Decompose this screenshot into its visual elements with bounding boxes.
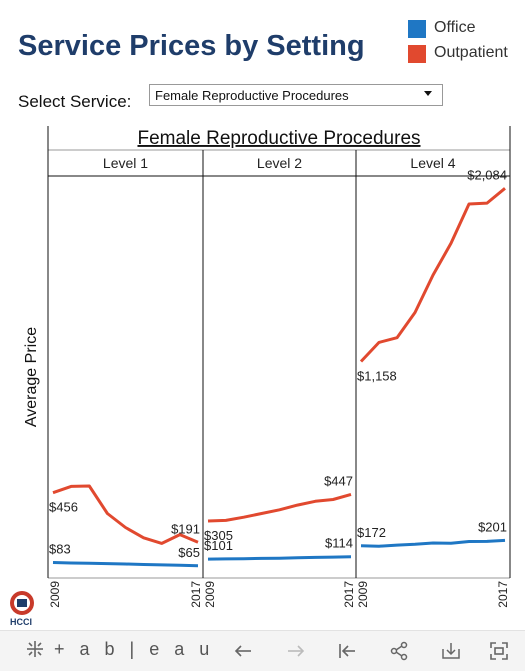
x-tick-label: 2017 <box>342 581 356 608</box>
series-line-office-1[interactable] <box>52 561 199 568</box>
data-label-end: $114 <box>325 536 353 551</box>
series-line-outpatient-3[interactable] <box>359 187 506 363</box>
x-tick-label: 2009 <box>356 581 370 608</box>
page-title: Service Prices by Setting <box>18 30 365 62</box>
panel-label-level-4: Level 4 <box>410 155 455 171</box>
panel-label-level-2: Level 2 <box>257 155 302 171</box>
legend-label-office: Office <box>434 19 476 36</box>
series-line-office-3[interactable] <box>360 538 506 548</box>
price-chart: Female Reproductive Procedures Average Pr… <box>23 126 511 608</box>
x-tick-label: 2017 <box>189 581 203 608</box>
share-icon[interactable] <box>388 640 410 662</box>
hcci-logo-icon <box>10 591 34 615</box>
tableau-logo-icon <box>27 641 43 657</box>
service-select[interactable]: Female Reproductive Procedures <box>149 84 443 106</box>
service-select-label: Select Service: <box>18 92 132 111</box>
redo-icon[interactable] <box>285 640 307 662</box>
y-axis-label: Average Price <box>23 327 40 427</box>
service-select-value: Female Reproductive Procedures <box>155 88 349 103</box>
dropdown-arrow-icon[interactable] <box>424 91 432 96</box>
undo-icon[interactable] <box>232 640 254 662</box>
data-label-start: $1,158 <box>357 368 397 383</box>
tableau-toolbar: + a b | e a u <box>0 630 525 671</box>
x-tick-label: 2009 <box>48 581 62 608</box>
legend-swatch-office <box>408 20 426 38</box>
data-label-start: $456 <box>49 500 78 515</box>
series-line-outpatient-2[interactable] <box>207 492 352 523</box>
legend-label-outpatient: Outpatient <box>434 44 508 61</box>
fullscreen-icon[interactable] <box>488 640 510 662</box>
data-label-end: $191 <box>171 521 200 536</box>
data-label-end: $2,084 <box>467 167 507 182</box>
data-label-end: $65 <box>178 545 200 560</box>
data-label-end: $201 <box>478 519 507 534</box>
x-tick-label: 2009 <box>203 581 217 608</box>
legend-swatch-outpatient <box>408 45 426 63</box>
data-label-start: $305 <box>204 528 233 543</box>
panel-label-level-1: Level 1 <box>103 155 148 171</box>
data-label-end: $447 <box>324 473 353 488</box>
series-line-outpatient-1[interactable] <box>52 484 199 545</box>
x-tick-label: 2017 <box>496 581 510 608</box>
data-label-start: $172 <box>357 525 386 540</box>
tableau-wordmark: + a b | e a u <box>54 639 215 659</box>
download-icon[interactable] <box>440 640 462 662</box>
chart-title: Female Reproductive Procedures <box>137 128 420 149</box>
data-label-start: $83 <box>49 541 71 556</box>
revert-icon[interactable] <box>336 640 358 662</box>
hcci-logo-text: HCCI <box>10 617 32 627</box>
series-line-office-2[interactable] <box>207 555 352 561</box>
data-label-start: $101 <box>204 538 233 553</box>
